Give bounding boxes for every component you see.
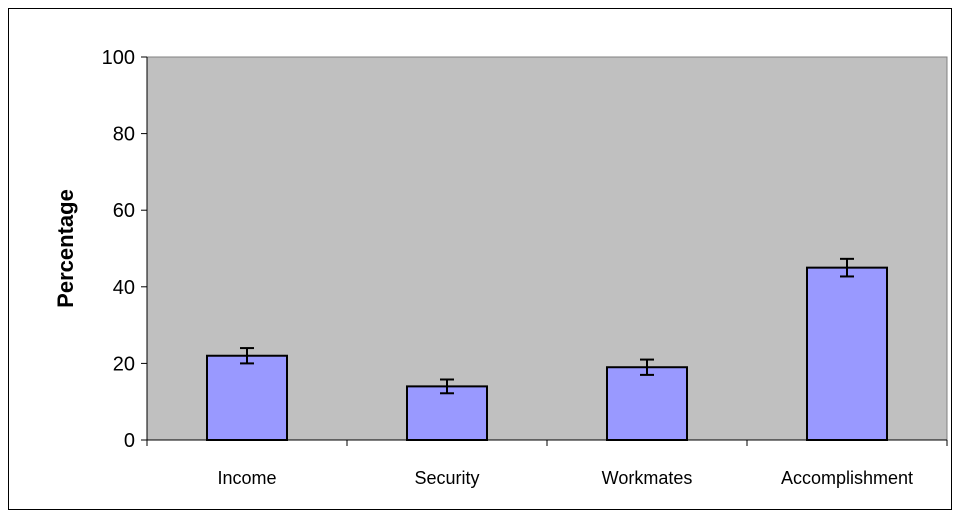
- x-tick-label: Security: [414, 468, 479, 488]
- y-tick-label: 0: [124, 430, 135, 452]
- x-tick-label: Income: [217, 468, 276, 488]
- x-tick-label: Workmates: [602, 468, 693, 488]
- error-bar: [640, 358, 654, 376]
- error-bar: [240, 347, 254, 365]
- error-bar: [840, 257, 854, 278]
- y-tick-label: 80: [113, 124, 135, 146]
- bar-accomplishment: [806, 266, 888, 441]
- y-axis-ticks: 0 20 40 60 80 100: [102, 47, 147, 452]
- error-bar: [440, 378, 454, 395]
- bar-income: [206, 354, 288, 441]
- y-tick-label: 20: [113, 353, 135, 375]
- y-tick-label: 100: [102, 47, 135, 69]
- x-tick-label: Accomplishment: [781, 468, 913, 488]
- bar-security: [406, 385, 488, 442]
- x-axis-ticks: Income Security Workmates Accomplishment: [146, 440, 948, 488]
- y-tick-label: 40: [113, 277, 135, 299]
- chart-marks: [206, 257, 888, 442]
- bar-workmates: [606, 366, 688, 442]
- y-tick-label: 60: [113, 200, 135, 222]
- y-axis-title: Percentage: [53, 189, 78, 308]
